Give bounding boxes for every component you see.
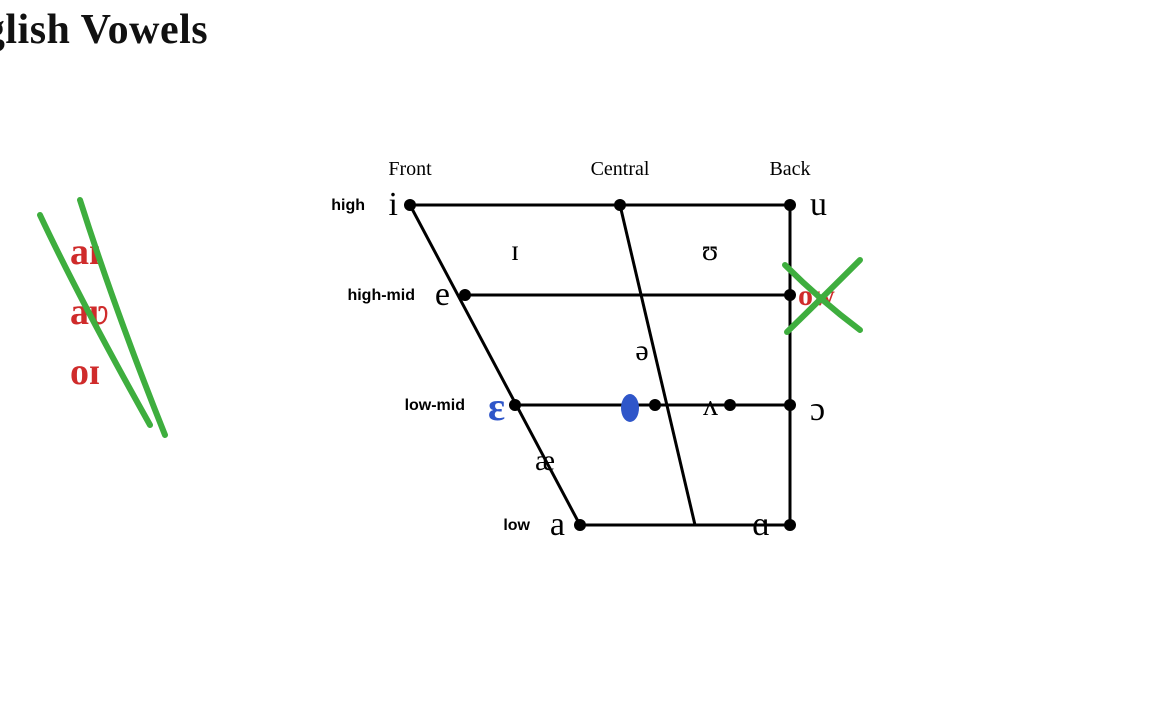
row-highmid: high-mid [347,287,415,304]
row-low: low [503,517,530,534]
green-strike-left [0,0,200,500]
vowel-u: u [810,186,827,223]
vowel-I: ɪ [511,234,519,267]
vowel-wedge: ʌ [703,389,718,422]
blue-dot-annotation [621,394,639,422]
row-high: high [331,197,365,214]
vowel-chart: Front Central Back high high-mid low-mid… [290,130,850,560]
green-x-right [775,250,875,350]
vowel-schwa: ə [635,334,648,367]
vowel-a-back: ɑ [752,506,770,543]
vowel-openO: ɔ [810,391,825,428]
vowel-i: i [389,186,398,223]
vowel-U: ʊ [702,234,718,267]
row-lowmid: low-mid [405,397,465,414]
col-central: Central [591,158,650,180]
vowel-E-blue: ɛ [488,384,505,429]
vowel-a-front: a [550,506,565,543]
vowel-e: e [435,276,450,313]
vowel-ae: æ [535,444,555,477]
vowel-chart-svg: Front Central Back high high-mid low-mid… [290,130,850,560]
col-front: Front [388,158,432,180]
col-back: Back [769,158,810,180]
